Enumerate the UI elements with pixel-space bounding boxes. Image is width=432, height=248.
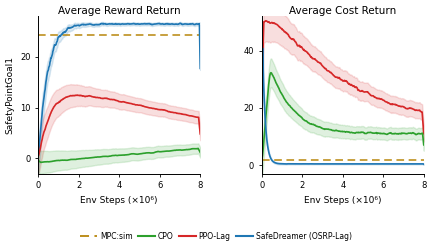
Y-axis label: SafetyPointGoal1: SafetyPointGoal1 xyxy=(6,56,15,134)
X-axis label: Env Steps (×10⁶): Env Steps (×10⁶) xyxy=(304,196,381,205)
X-axis label: Env Steps (×10⁶): Env Steps (×10⁶) xyxy=(80,196,158,205)
Legend: MPC:sim, CPO, PPO-Lag, SafeDreamer (OSRP-Lag): MPC:sim, CPO, PPO-Lag, SafeDreamer (OSRP… xyxy=(77,229,355,244)
Title: Average Reward Return: Average Reward Return xyxy=(58,5,181,16)
Title: Average Cost Return: Average Cost Return xyxy=(289,5,397,16)
